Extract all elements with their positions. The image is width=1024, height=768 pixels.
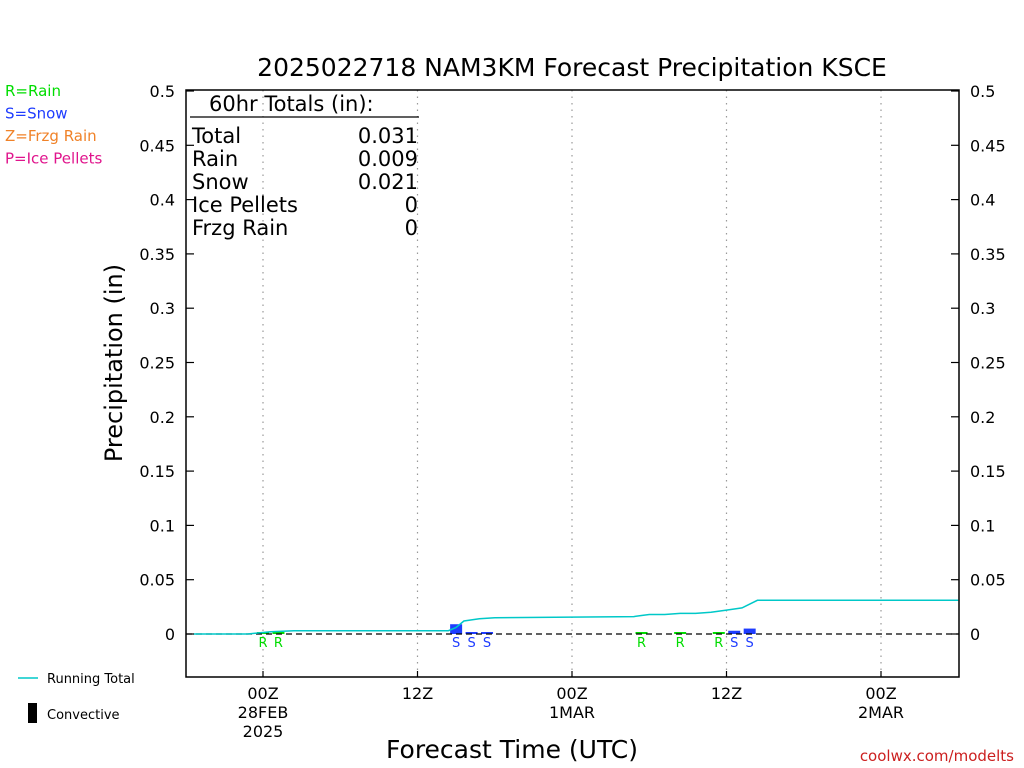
running-total-legend-label: Running Total xyxy=(47,672,135,687)
y-tick-label-right: 0.2 xyxy=(970,408,995,427)
y-tick-label-right: 0.05 xyxy=(970,571,1006,590)
totals-row-value: 0 xyxy=(405,193,418,217)
y-axis-title: Precipitation (in) xyxy=(100,264,128,462)
precip-bar xyxy=(465,632,478,634)
totals-row-value: 0.009 xyxy=(358,147,418,171)
y-tick-label-left: 0.4 xyxy=(150,191,175,210)
precip-type-label: R xyxy=(714,636,723,651)
precip-bar xyxy=(728,630,741,634)
x-tick-label: 00Z xyxy=(865,684,896,703)
y-tick-label-right: 0.25 xyxy=(970,354,1006,373)
precip-type-label: R xyxy=(676,636,685,651)
x-tick-label: 2025 xyxy=(243,722,284,741)
precip-type-legend-item: S=Snow xyxy=(5,105,68,123)
precip-type-label: R xyxy=(274,636,283,651)
x-tick-label: 00Z xyxy=(247,684,278,703)
x-tick-label: 2MAR xyxy=(858,703,904,722)
y-axis-ticks: 0.5 0.5 0.45 0.45 0.4 0.4 0.35 0.35 0.3 0.3 0.25 0.… xyxy=(139,82,1005,644)
precip-type-label: S xyxy=(452,636,460,651)
totals-row-label: Ice Pellets xyxy=(192,193,298,217)
y-tick-label-right: 0.4 xyxy=(970,191,995,210)
precip-type-legend-item: R=Rain xyxy=(5,82,61,100)
y-tick-label-right: 0.35 xyxy=(970,245,1006,264)
convective-legend-label: Convective xyxy=(47,708,120,723)
totals-rows: Total 0.031 Rain 0.009 Snow 0.021 Ice Pellets 0… xyxy=(191,124,418,240)
y-tick-label-right: 0.45 xyxy=(970,136,1006,155)
y-tick-label-left: 0.35 xyxy=(139,245,175,264)
convective-legend-swatch xyxy=(28,703,37,723)
totals-heading: 60hr Totals (in): xyxy=(209,92,374,116)
totals-row-value: 0 xyxy=(405,216,418,240)
x-axis-title: Forecast Time (UTC) xyxy=(386,735,638,764)
precip-bar xyxy=(674,632,687,634)
y-tick-label-right: 0.5 xyxy=(970,82,995,101)
y-tick-label-left: 0.1 xyxy=(150,516,175,535)
precip-bar xyxy=(450,624,463,634)
precip-type-legend-item: Z=Frzg Rain xyxy=(5,127,97,145)
totals-row-label: Snow xyxy=(192,170,249,194)
precip-bar xyxy=(635,632,648,634)
precip-bar xyxy=(481,632,494,634)
x-tick-label: 12Z xyxy=(711,684,742,703)
precip-type-legend: R=Rain S=Snow Z=Frzg Rain P=Ice Pellets xyxy=(5,82,102,168)
precip-type-label: S xyxy=(746,636,754,651)
y-tick-label-left: 0.5 xyxy=(150,82,175,101)
precip-type-label: S xyxy=(467,636,475,651)
precip-type-label: S xyxy=(730,636,738,651)
running-total-line xyxy=(193,599,959,635)
series-legend: Running Total Convective xyxy=(18,672,135,723)
precip-type-label: R xyxy=(637,636,646,651)
y-tick-label-right: 0.1 xyxy=(970,516,995,535)
totals-box: 60hr Totals (in): Total 0.031 Rain 0.009 Sno… xyxy=(190,92,419,240)
precip-type-label: S xyxy=(483,636,491,651)
x-tick-label: 28FEB xyxy=(238,703,289,722)
chart-title: 2025022718 NAM3KM Forecast Precipitation… xyxy=(257,53,887,82)
totals-row-label: Rain xyxy=(192,147,238,171)
precip-bar xyxy=(272,632,285,634)
source-credit: coolwx.com/modelts xyxy=(860,747,1014,765)
x-tick-label: 1MAR xyxy=(549,703,595,722)
totals-row-label: Total xyxy=(191,124,241,148)
y-tick-label-left: 0.15 xyxy=(139,462,175,481)
y-tick-label-left: 0.25 xyxy=(139,354,175,373)
totals-row-label: Frzg Rain xyxy=(192,216,288,240)
y-tick-label-right: 0 xyxy=(970,625,980,644)
y-tick-label-left: 0 xyxy=(165,625,175,644)
precip-type-label: R xyxy=(258,636,267,651)
x-tick-label: 00Z xyxy=(556,684,587,703)
totals-row-value: 0.031 xyxy=(358,124,418,148)
y-tick-label-left: 0.05 xyxy=(139,571,175,590)
precip-bar xyxy=(743,628,756,634)
precip-bar xyxy=(712,632,725,634)
y-tick-label-left: 0.45 xyxy=(139,136,175,155)
precip-type-legend-item: P=Ice Pellets xyxy=(5,150,102,168)
y-tick-label-left: 0.3 xyxy=(150,299,175,318)
y-tick-label-right: 0.3 xyxy=(970,299,995,318)
x-tick-label: 12Z xyxy=(402,684,433,703)
vertical-grid-lines xyxy=(262,90,882,677)
y-tick-label-right: 0.15 xyxy=(970,462,1006,481)
y-tick-label-left: 0.2 xyxy=(150,408,175,427)
totals-row-value: 0.021 xyxy=(358,170,418,194)
running-total-group xyxy=(193,599,959,635)
